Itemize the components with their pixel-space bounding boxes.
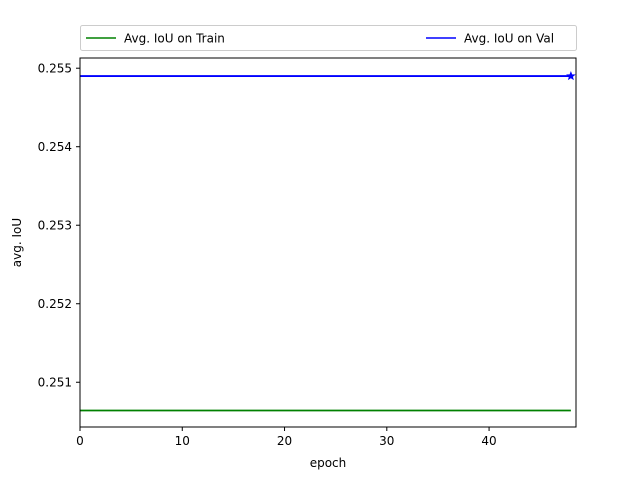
y-tick-label: 0.251	[38, 376, 72, 390]
y-tick-label: 0.255	[38, 62, 72, 76]
legend: Avg. IoU on Train Avg. IoU on Val	[80, 25, 577, 51]
y-ticks: 0.251 0.252 0.253 0.254 0.255	[38, 62, 80, 390]
legend-frame	[80, 25, 577, 51]
legend-entry-train: Avg. IoU on Train	[124, 32, 225, 46]
x-ticks: 0 10 20 30 40	[76, 427, 497, 448]
x-tick-label: 40	[481, 434, 496, 448]
y-axis-label: avg. IoU	[10, 218, 24, 267]
y-tick-label: 0.254	[38, 140, 72, 154]
y-tick-label: 0.253	[38, 219, 72, 233]
x-tick-label: 20	[277, 434, 292, 448]
series-layer	[80, 75, 571, 412]
best-value-star-marker	[566, 71, 576, 81]
x-tick-label: 0	[76, 434, 84, 448]
legend-entry-val: Avg. IoU on Val	[464, 32, 554, 46]
x-tick-label: 10	[175, 434, 190, 448]
marker-layer	[566, 71, 576, 81]
y-tick-label: 0.252	[38, 297, 72, 311]
x-tick-label: 30	[379, 434, 394, 448]
plot-frame	[79, 57, 577, 428]
x-axis-label: epoch	[310, 456, 347, 470]
